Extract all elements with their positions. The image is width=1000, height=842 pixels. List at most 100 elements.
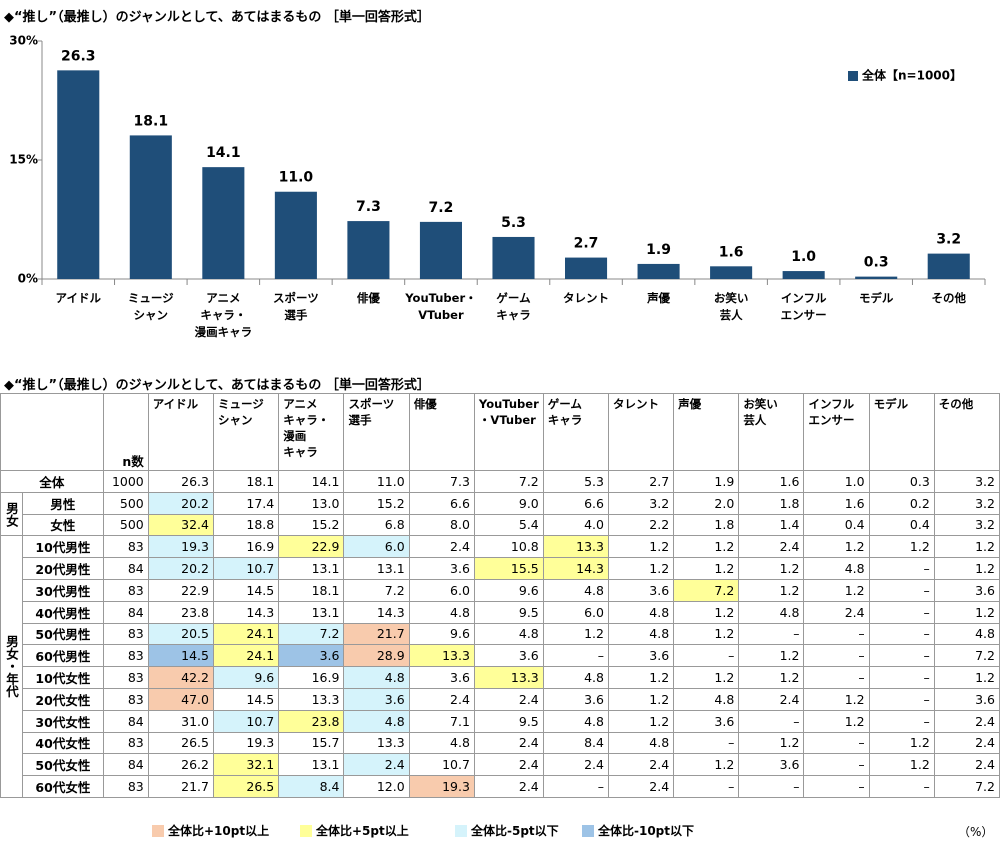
value-cell: 21.7 (343, 622, 410, 646)
bar (637, 263, 680, 279)
chart: 0% 15% 30% 26.3 18.1 14.1 11.0 7.3 7.2 5.3 2.7 1.9 1… (9, 34, 986, 286)
legend-label: 全体比-10pt以下 (598, 824, 695, 838)
value-cell: 1.4 (738, 513, 805, 537)
value-cell: 10.7 (212, 557, 280, 580)
value-cell: 4.8 (803, 557, 870, 580)
value-cell: – (803, 622, 870, 646)
value-label: 14.1 (206, 145, 241, 161)
data-row: 男女 男性 500 20.2 17.4 13.0 15.2 6.6 9.0 6.6 3.2 2.0 1.… (0, 491, 1000, 537)
data-row: 60代女性 83 21.7 26.5 8.4 12.0 19.3 2.4–2.4– – – –7.2 (1, 775, 1000, 798)
value-label: 2.7 (574, 236, 599, 252)
bar (274, 191, 317, 279)
value-cell: 13.3 (408, 644, 475, 668)
value-cell: 31.0 (147, 709, 214, 733)
legend-swatch (582, 824, 594, 837)
value-cell: 2.4 (803, 600, 870, 624)
value-cell: 7.2 (673, 578, 740, 602)
value-cell: 13.3 (278, 687, 345, 711)
value-cell: 18.1 (212, 470, 280, 493)
row-label: 50代男性 (21, 622, 104, 646)
bar (855, 276, 898, 279)
value-cell: – (868, 600, 935, 624)
value-cell: 4.8 (408, 600, 475, 624)
n-cell: 1000 (102, 470, 149, 493)
y-tick-label: 0% (18, 272, 38, 286)
value-cell: – (868, 557, 935, 580)
value-cell: 2.4 (738, 535, 805, 559)
header-cell: ミュージ シャン (212, 393, 280, 471)
value-cell: – (542, 644, 610, 668)
value-cell: 1.9 (673, 470, 740, 493)
value-cell: 7.2 (933, 644, 1000, 668)
x-tick-label: スポーツ 選手 (272, 291, 319, 322)
value-cell: 26.3 (147, 470, 214, 493)
bar (129, 135, 172, 279)
value-label: 3.2 (936, 232, 961, 248)
value-cell: – (868, 644, 935, 668)
value-cell: – (868, 687, 935, 711)
data-row: 40代男性 84 23.8 14.3 13.1 14.3 4.8 9.5 6.0 4.8 1.2 4.… (1, 600, 1000, 624)
legend-swatch (848, 71, 858, 81)
value-cell: 14.3 (542, 557, 610, 580)
value-cell: 14.3 (343, 600, 410, 624)
value-cell: 4.8 (607, 622, 675, 646)
value-cell: 4.8 (542, 709, 610, 733)
value-cell: 3.2 (607, 491, 675, 515)
bar (927, 253, 970, 279)
value-cell: 1.2 (803, 578, 870, 602)
header-cell: 俳優 (408, 393, 475, 471)
unit: （%） (958, 825, 994, 839)
value-cell: 24.1 (212, 622, 280, 646)
value-cell: 1.8 (673, 513, 740, 537)
value-cell: 6.0 (343, 535, 410, 559)
value-cell: 3.6 (607, 644, 675, 668)
n-cell: 83 (102, 622, 149, 646)
value-cell: 8.4 (542, 731, 610, 755)
value-cell: 20.2 (147, 491, 214, 515)
value-cell: 9.5 (473, 600, 544, 624)
value-cell: 1.2 (868, 535, 935, 559)
value-cell: 1.2 (738, 578, 805, 602)
value-cell: 4.8 (542, 578, 610, 602)
value-cell: 2.4 (738, 687, 805, 711)
x-tick-label: ゲーム キャラ (496, 291, 531, 322)
x-tick-label: タレント (563, 291, 610, 305)
bar (347, 221, 390, 279)
value-cell: – (803, 753, 870, 777)
value-cell: 18.1 (278, 578, 345, 602)
value-cell: 6.8 (343, 513, 410, 537)
data-row: 男女・年代 10代男性 83 19.3 16.9 22.9 6.0 2.4 10.8 13.3 1.… (0, 535, 1000, 798)
bar (565, 257, 608, 279)
value-cell: 1.2 (673, 622, 740, 646)
corner-cell (0, 393, 104, 471)
value-cell: 3.6 (408, 557, 475, 580)
value-cell: 2.4 (542, 753, 610, 777)
n-cell: 84 (102, 709, 149, 733)
value-cell: 13.1 (278, 753, 345, 777)
row-label: 40代男性 (21, 600, 104, 624)
value-cell: 10.7 (212, 709, 280, 733)
bar (492, 236, 535, 279)
value-cell: 1.2 (803, 709, 870, 733)
value-label: 5.3 (501, 215, 526, 231)
chart-title: ◆“推し”（最推し）のジャンルとして、あてはまるもの ［単一回答形式］ (4, 10, 430, 25)
value-label: 7.2 (429, 200, 454, 216)
value-cell: 2.4 (933, 709, 1000, 733)
value-cell: – (803, 731, 870, 755)
row-label: 40代女性 (21, 731, 104, 755)
n-cell: 500 (102, 513, 149, 537)
value-cell: 1.2 (868, 731, 935, 755)
value-cell: 23.8 (278, 709, 345, 733)
value-cell: 1.2 (738, 666, 805, 689)
value-cell: 1.2 (933, 535, 1000, 559)
value-cell: 3.6 (408, 666, 475, 689)
value-cell: 19.3 (212, 731, 280, 755)
value-cell: 22.9 (278, 535, 345, 559)
value-cell: – (803, 666, 870, 689)
value-cell: 3.6 (473, 644, 544, 668)
value-cell: 15.7 (278, 731, 345, 755)
x-tick-label: モデル (858, 291, 894, 305)
value-cell: 20.2 (147, 557, 214, 580)
value-cell: 2.4 (343, 753, 410, 777)
